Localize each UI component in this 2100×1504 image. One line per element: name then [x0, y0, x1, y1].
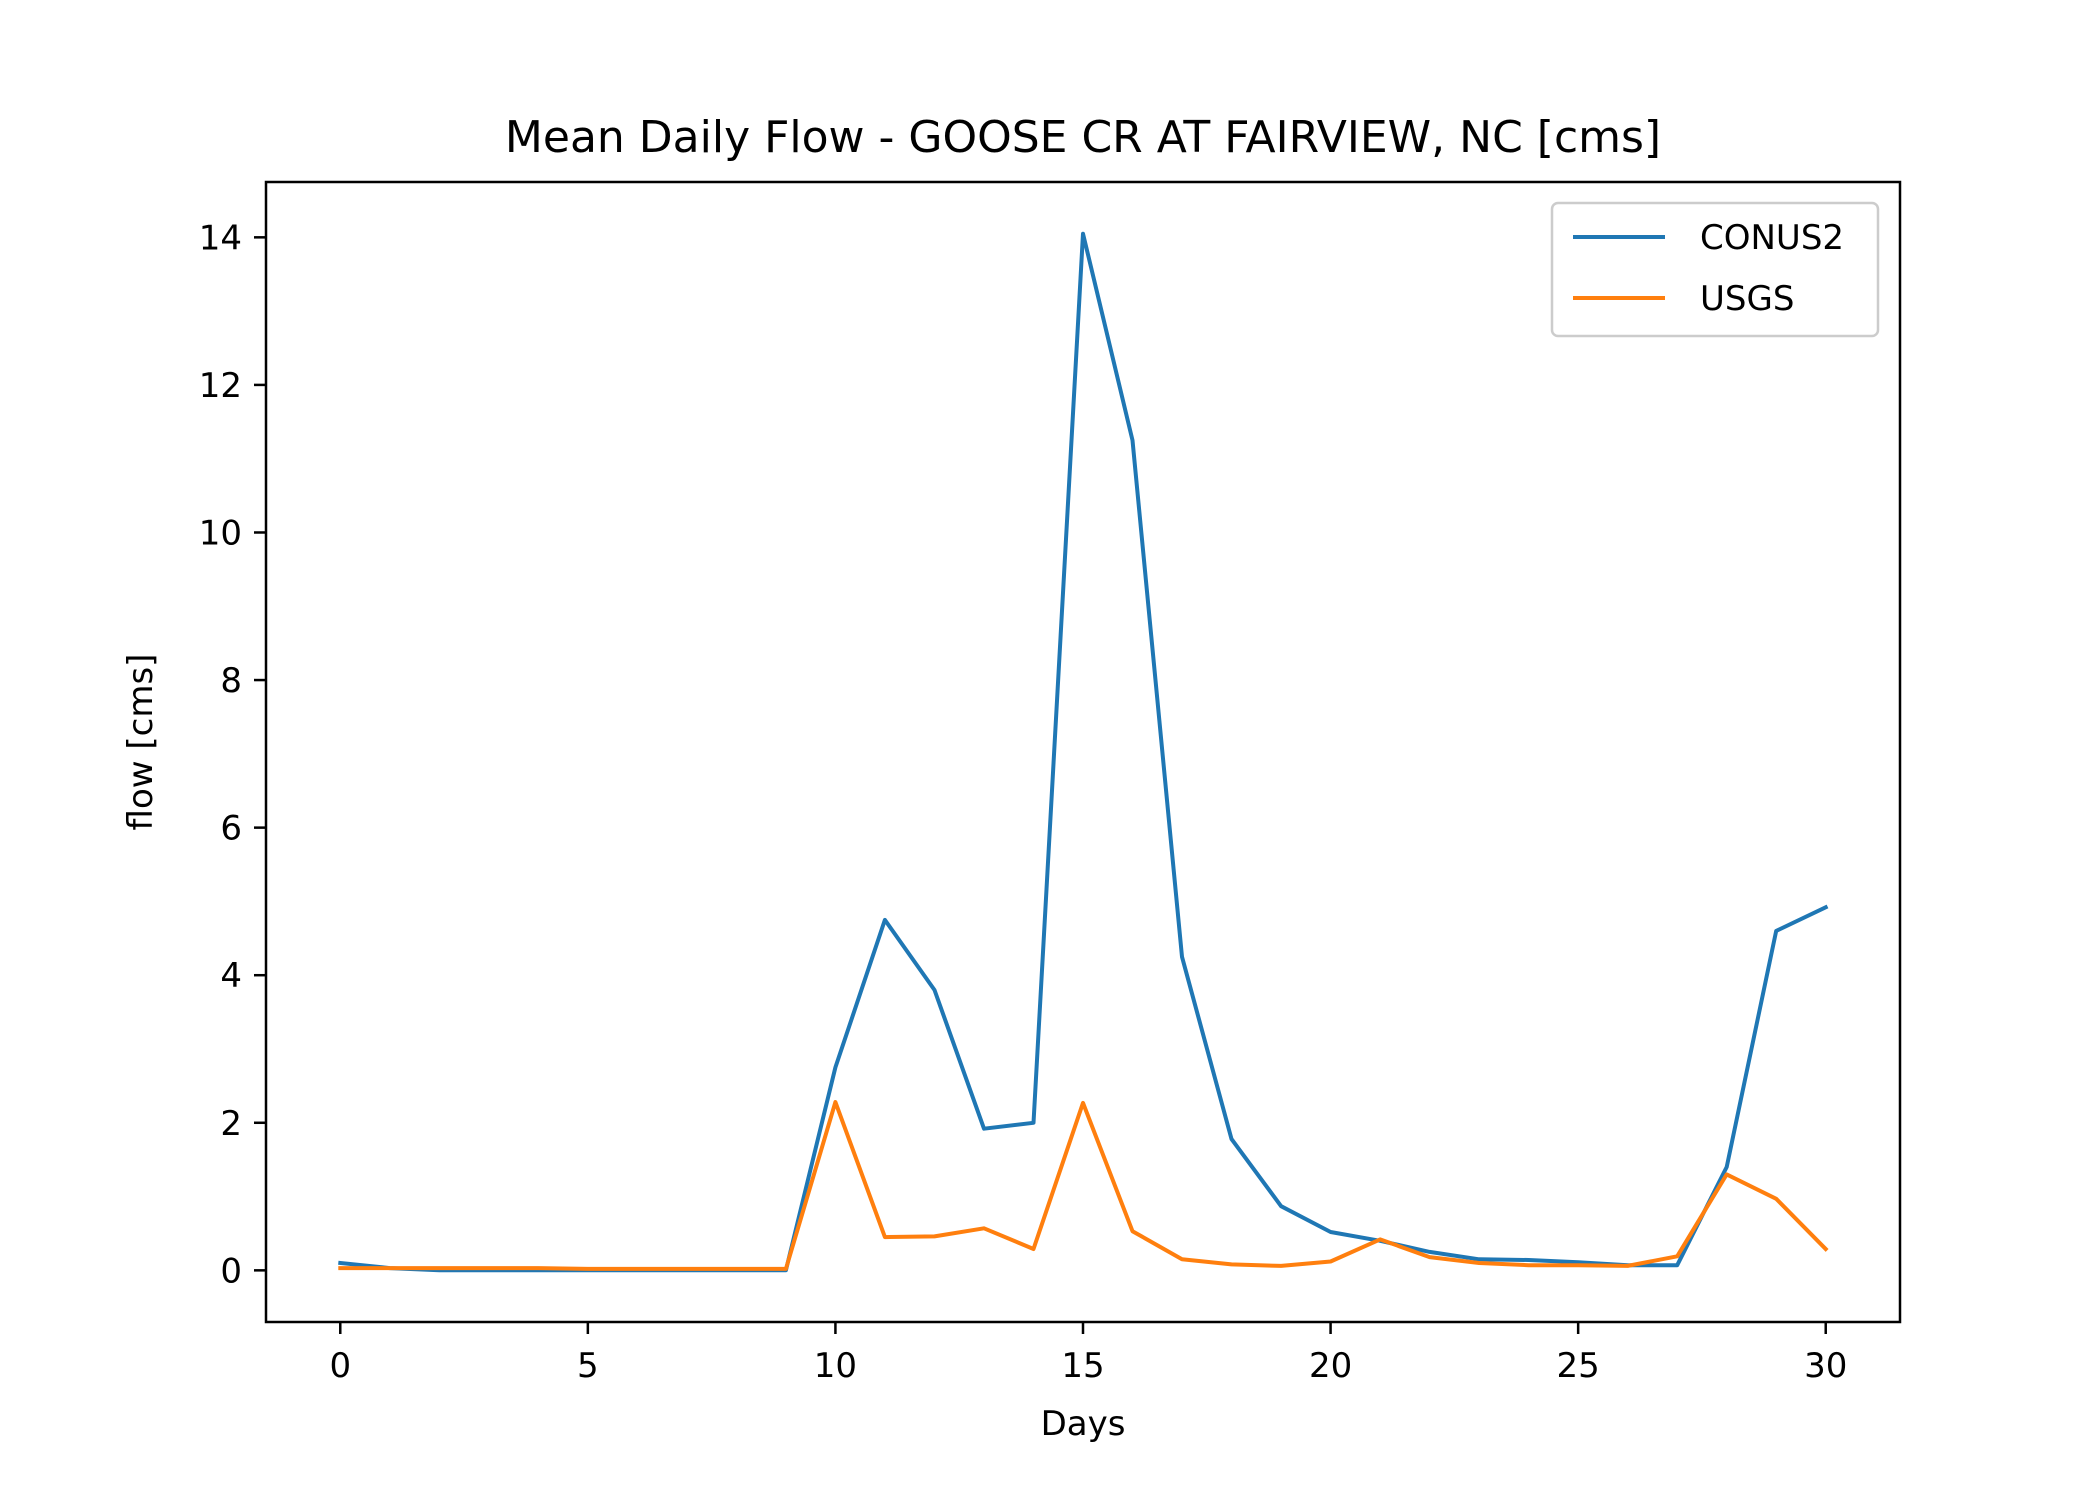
y-axis-label: flow [cms] [121, 654, 161, 831]
data-series [338, 231, 1829, 1273]
y-tick-label: 14 [199, 218, 242, 258]
y-tick-label: 12 [199, 366, 242, 406]
y-tick-label: 2 [220, 1104, 242, 1144]
chart-title: Mean Daily Flow - GOOSE CR AT FAIRVIEW, … [505, 112, 1661, 163]
y-axis-ticks: 0 2 4 6 8 10 12 14 [199, 218, 266, 1291]
plot-area-frame [264, 180, 1902, 1324]
y-tick-label: 8 [220, 661, 242, 701]
x-axis-ticks: 0 5 10 15 20 25 30 [329, 1322, 1847, 1386]
x-tick-label: 25 [1557, 1346, 1600, 1386]
y-tick-label: 4 [220, 956, 242, 996]
legend-label-conus2: CONUS2 [1700, 218, 1844, 258]
x-tick-label: 10 [814, 1346, 857, 1386]
legend-items: CONUS2 USGS [1573, 218, 1844, 319]
x-tick-label: 0 [329, 1346, 351, 1386]
y-tick-label: 6 [220, 809, 242, 849]
x-axis-label: Days [1041, 1404, 1126, 1444]
x-tick-label: 20 [1309, 1346, 1352, 1386]
legend: CONUS2 USGS [1550, 201, 1880, 338]
y-tick-label: 10 [199, 513, 242, 553]
x-tick-label: 5 [577, 1346, 599, 1386]
x-tick-label: 15 [1061, 1346, 1104, 1386]
series-line-usgs [338, 1100, 1829, 1271]
x-tick-label: 30 [1804, 1346, 1847, 1386]
y-tick-label: 0 [220, 1251, 242, 1291]
legend-label-usgs: USGS [1700, 279, 1794, 319]
